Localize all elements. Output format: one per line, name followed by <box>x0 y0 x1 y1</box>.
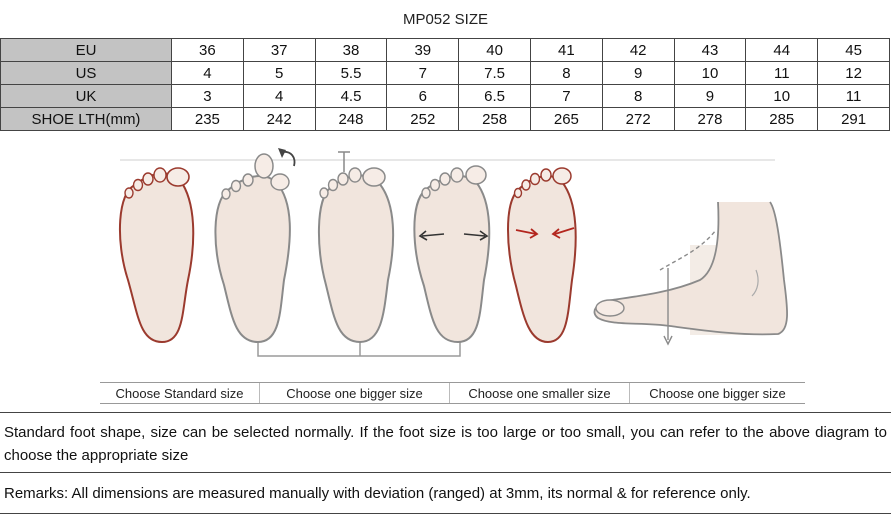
table-cell: 6.5 <box>458 84 531 108</box>
table-cell: 39 <box>386 38 460 62</box>
row-header: SHOE LTH(mm) <box>0 107 172 131</box>
table-cell: 36 <box>171 38 244 62</box>
label-bigger-size-1: Choose one bigger size <box>260 383 450 403</box>
flat-foot-icon <box>317 151 395 344</box>
table-cell: 242 <box>242 107 316 131</box>
standard-shape-note: Standard foot shape, size can be selecte… <box>0 412 891 472</box>
table-row-shoe-length: SHOE LTH(mm) 235 242 248 252 258 265 272… <box>0 107 890 131</box>
table-cell: 38 <box>314 38 388 62</box>
table-cell: 272 <box>601 107 675 131</box>
diagram-labels: Choose Standard size Choose one bigger s… <box>100 382 805 404</box>
table-cell: 3 <box>171 84 244 108</box>
table-cell: 42 <box>601 38 675 62</box>
table-row-uk: UK 3 4 4.5 6 6.5 7 8 9 10 11 <box>0 84 890 108</box>
chart-title: MP052 SIZE <box>402 10 489 28</box>
table-cell: 7.5 <box>458 61 531 85</box>
narrow-foot-icon <box>507 167 577 344</box>
table-cell: 45 <box>817 38 890 62</box>
table-cell: 8 <box>601 84 675 108</box>
table-cell: 252 <box>386 107 460 131</box>
table-cell: 4 <box>171 61 244 85</box>
table-cell: 12 <box>817 61 890 85</box>
table-row-eu: EU 36 37 38 39 40 41 42 43 44 45 <box>0 38 890 62</box>
table-cell: 9 <box>601 61 675 85</box>
wide-foot-icon <box>413 165 491 344</box>
label-standard-size: Choose Standard size <box>100 383 260 403</box>
row-header: US <box>0 61 172 85</box>
table-cell: 5.5 <box>314 61 388 85</box>
table-cell: 248 <box>314 107 388 131</box>
table-cell: 41 <box>529 38 603 62</box>
table-cell: 5 <box>242 61 316 85</box>
table-cell: 4.5 <box>314 84 388 108</box>
foot-illustration <box>119 148 788 357</box>
remarks-note: Remarks: All dimensions are measured man… <box>0 472 891 514</box>
label-smaller-size: Choose one smaller size <box>450 383 630 403</box>
table-cell: 10 <box>745 84 819 108</box>
table-cell: 8 <box>529 61 603 85</box>
standard-foot-icon <box>119 167 195 344</box>
table-cell: 44 <box>745 38 819 62</box>
table-cell: 10 <box>673 61 747 85</box>
table-cell: 9 <box>673 84 747 108</box>
table-cell: 235 <box>171 107 244 131</box>
high-instep-foot-icon <box>593 201 788 346</box>
long-toe-foot-icon <box>214 148 296 344</box>
table-cell: 7 <box>529 84 603 108</box>
table-cell: 40 <box>458 38 531 62</box>
table-cell: 278 <box>673 107 747 131</box>
table-cell: 11 <box>817 84 890 108</box>
label-bigger-size-2: Choose one bigger size <box>649 385 786 401</box>
table-cell: 285 <box>745 107 819 131</box>
table-row-us: US 4 5 5.5 7 7.5 8 9 10 11 12 <box>0 61 890 85</box>
row-header: UK <box>0 84 172 108</box>
table-cell: 43 <box>673 38 747 62</box>
foot-shape-diagram <box>0 130 891 410</box>
table-cell: 11 <box>745 61 819 85</box>
table-cell: 258 <box>458 107 531 131</box>
table-cell: 7 <box>386 61 460 85</box>
table-cell: 265 <box>529 107 603 131</box>
row-header: EU <box>0 38 172 62</box>
table-cell: 291 <box>817 107 890 131</box>
size-table: EU 36 37 38 39 40 41 42 43 44 45 US 4 5 … <box>0 38 890 131</box>
table-cell: 37 <box>242 38 316 62</box>
table-cell: 4 <box>242 84 316 108</box>
table-cell: 6 <box>386 84 460 108</box>
